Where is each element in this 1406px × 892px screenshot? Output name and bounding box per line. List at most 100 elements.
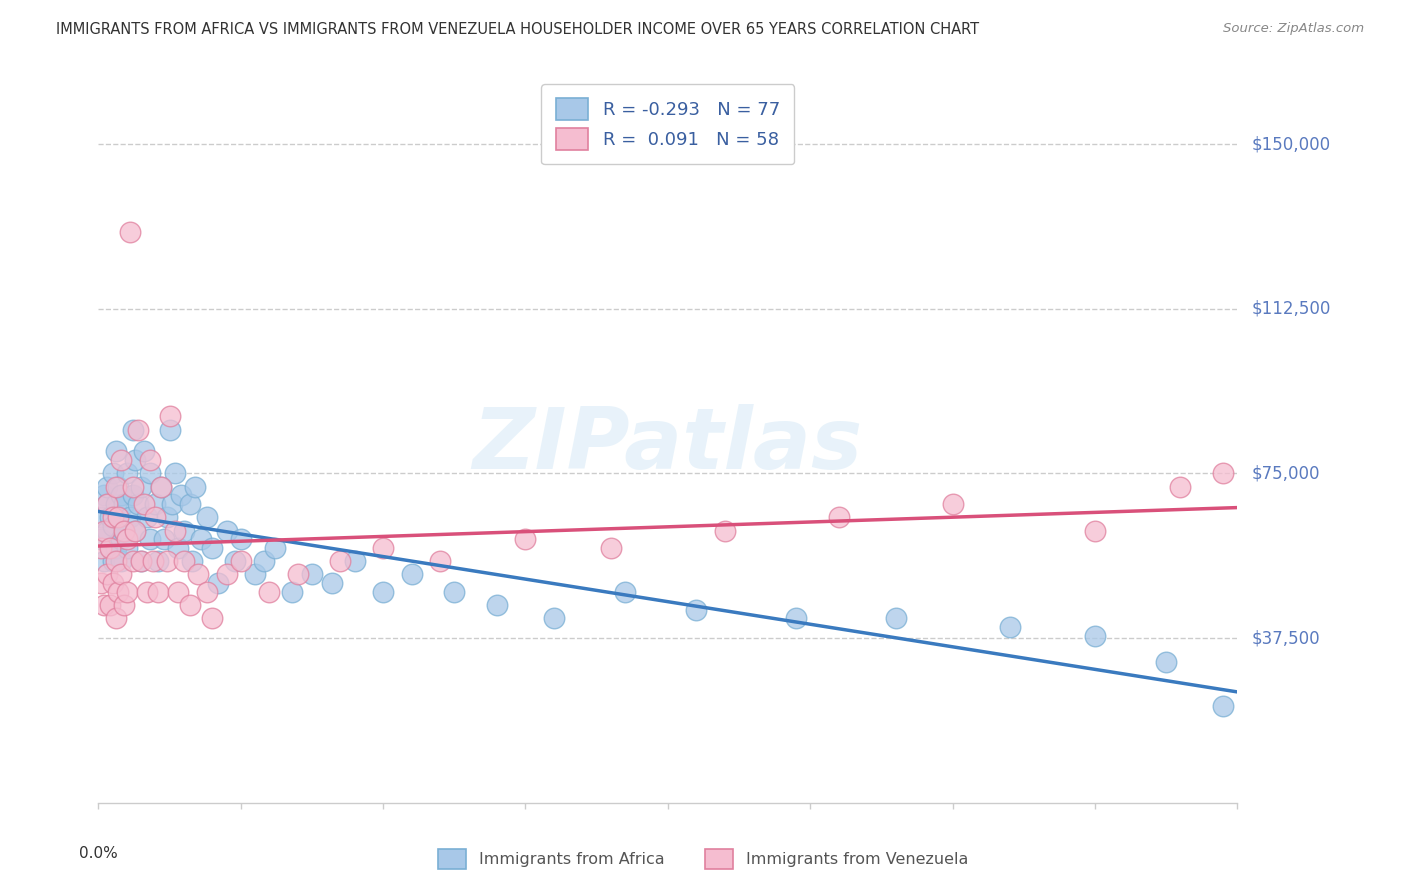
Point [115, 541, 138, 555]
Text: Source: ZipAtlas.com: Source: ZipAtlas.com [1223, 22, 1364, 36]
Point [159, 409, 181, 424]
Point [121, 554, 143, 568]
Point [243, 567, 266, 582]
Point [443, 585, 465, 599]
Point [96, 567, 118, 582]
Point [132, 497, 155, 511]
Point [179, 598, 201, 612]
Point [98, 541, 121, 555]
Point [201, 541, 224, 555]
Point [195, 510, 218, 524]
Point [229, 533, 252, 547]
Point [101, 576, 124, 591]
Point [173, 524, 195, 538]
Point [110, 567, 132, 582]
Point [942, 497, 965, 511]
Point [229, 554, 252, 568]
Point [96, 497, 118, 511]
Point [167, 585, 190, 599]
Point [329, 554, 352, 568]
Point [129, 480, 152, 494]
Point [90, 576, 112, 591]
Point [148, 585, 170, 599]
Point [184, 480, 207, 494]
Point [104, 611, 127, 625]
Point [107, 480, 129, 494]
Point [124, 524, 146, 538]
Point [259, 585, 281, 599]
Point [373, 585, 395, 599]
Point [195, 585, 218, 599]
Point [107, 510, 129, 524]
Point [141, 554, 163, 568]
Point [107, 510, 129, 524]
Point [148, 554, 170, 568]
Point [179, 497, 201, 511]
Point [167, 541, 190, 555]
Point [1154, 655, 1177, 669]
Point [118, 225, 141, 239]
Point [101, 554, 124, 568]
Point [90, 533, 112, 547]
Point [110, 533, 132, 547]
Point [264, 541, 287, 555]
Point [714, 524, 737, 538]
Point [104, 497, 127, 511]
Point [110, 488, 132, 502]
Point [96, 497, 118, 511]
Point [600, 541, 623, 555]
Text: 0.0%: 0.0% [79, 846, 118, 861]
Point [135, 585, 157, 599]
Point [104, 444, 127, 458]
Point [207, 576, 229, 591]
Point [101, 467, 124, 481]
Point [224, 554, 246, 568]
Point [1084, 629, 1107, 643]
Point [281, 585, 304, 599]
Legend: R = -0.293   N = 77, R =  0.091   N = 58: R = -0.293 N = 77, R = 0.091 N = 58 [541, 84, 794, 164]
Point [138, 453, 160, 467]
Point [614, 585, 637, 599]
Point [998, 620, 1021, 634]
Point [373, 541, 395, 555]
Text: $37,500: $37,500 [1251, 629, 1320, 647]
Point [1084, 524, 1107, 538]
Point [90, 510, 112, 524]
Point [101, 519, 124, 533]
Point [93, 554, 115, 568]
Point [301, 567, 323, 582]
Point [104, 480, 127, 494]
Text: ZIPatlas: ZIPatlas [472, 404, 863, 488]
Point [112, 598, 135, 612]
Point [685, 602, 707, 616]
Point [118, 510, 141, 524]
Point [187, 567, 209, 582]
Point [104, 554, 127, 568]
Point [486, 598, 509, 612]
Point [138, 533, 160, 547]
Point [215, 567, 238, 582]
Point [98, 541, 121, 555]
Point [112, 524, 135, 538]
Point [96, 524, 118, 538]
Point [98, 510, 121, 524]
Point [115, 533, 138, 547]
Point [145, 510, 167, 524]
Point [127, 423, 149, 437]
Text: $75,000: $75,000 [1251, 465, 1320, 483]
Point [101, 510, 124, 524]
Point [153, 533, 176, 547]
Point [135, 510, 157, 524]
Point [104, 541, 127, 555]
Point [1212, 699, 1234, 714]
Point [173, 554, 195, 568]
Point [150, 480, 173, 494]
Point [287, 567, 309, 582]
Point [162, 497, 184, 511]
Point [110, 554, 132, 568]
Point [785, 611, 807, 625]
Point [121, 480, 143, 494]
Point [201, 611, 224, 625]
Point [132, 444, 155, 458]
Point [343, 554, 366, 568]
